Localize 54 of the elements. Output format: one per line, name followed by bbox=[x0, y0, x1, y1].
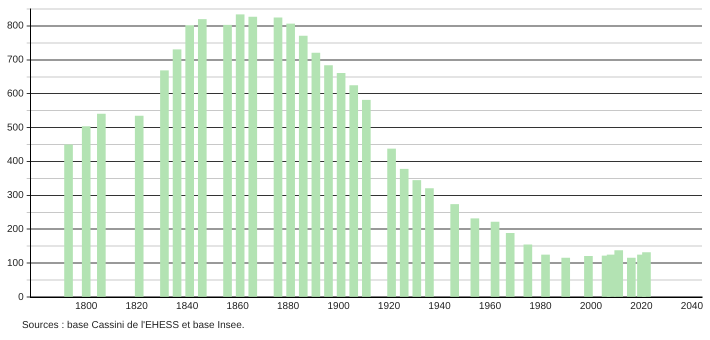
bar bbox=[97, 114, 106, 297]
x-tick-label: 1800 bbox=[75, 300, 98, 312]
y-tick-label: 0 bbox=[18, 292, 24, 303]
bar bbox=[198, 19, 207, 297]
bar bbox=[541, 254, 550, 297]
y-tick-label: 600 bbox=[6, 88, 24, 100]
x-tick-label: 1920 bbox=[378, 300, 401, 312]
x-tick-label: 1900 bbox=[327, 300, 350, 312]
x-tick-label: 2000 bbox=[580, 300, 603, 312]
bar bbox=[506, 232, 515, 297]
y-tick-label: 200 bbox=[6, 224, 24, 235]
y-tick-label: 100 bbox=[6, 258, 24, 269]
bar bbox=[490, 222, 500, 297]
bar bbox=[349, 85, 358, 297]
x-tick-label: 1860 bbox=[226, 300, 250, 312]
bar bbox=[470, 218, 480, 297]
bar bbox=[400, 168, 409, 297]
y-tick-label: 300 bbox=[6, 190, 24, 202]
bar bbox=[298, 36, 308, 297]
bar bbox=[524, 244, 532, 297]
bar bbox=[236, 14, 244, 297]
bar bbox=[584, 256, 593, 297]
y-tick-label: 800 bbox=[6, 20, 24, 32]
bar bbox=[336, 73, 346, 297]
x-tick-label: 1960 bbox=[478, 300, 502, 312]
x-tick-label: 1840 bbox=[176, 300, 199, 312]
bar bbox=[561, 258, 570, 297]
bar bbox=[324, 65, 333, 297]
bar bbox=[160, 70, 169, 297]
x-tick-label: 1940 bbox=[428, 300, 452, 312]
bar bbox=[172, 49, 182, 297]
bar bbox=[64, 144, 73, 297]
y-tick-label: 700 bbox=[6, 54, 24, 66]
bar bbox=[425, 188, 434, 297]
source-note: Sources : base Cassini de l'EHESS et base Insee. bbox=[22, 320, 245, 331]
bar bbox=[223, 24, 232, 297]
bar bbox=[185, 25, 194, 297]
y-tick-label: 400 bbox=[6, 156, 24, 168]
x-tick-label: 2040 bbox=[680, 300, 704, 312]
bar bbox=[450, 204, 460, 297]
x-tick-label: 1880 bbox=[276, 300, 300, 312]
x-tick-label: 2020 bbox=[630, 300, 653, 312]
y-tick-label: 500 bbox=[6, 122, 24, 134]
bar bbox=[248, 16, 258, 297]
bar bbox=[387, 148, 396, 297]
bar bbox=[134, 116, 144, 297]
bar bbox=[412, 180, 422, 297]
bar bbox=[362, 100, 371, 297]
x-tick-label: 1820 bbox=[126, 300, 148, 312]
bar bbox=[82, 126, 91, 297]
bar bbox=[312, 52, 320, 297]
bar bbox=[286, 24, 295, 297]
x-tick-label: 1980 bbox=[529, 300, 552, 312]
bar bbox=[274, 17, 282, 297]
